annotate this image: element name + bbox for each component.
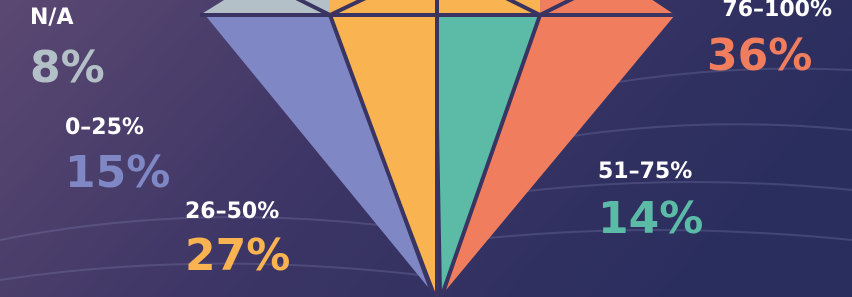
value-label: 27% <box>185 230 290 281</box>
value-label: 36% <box>707 30 812 81</box>
value-label: 15% <box>65 147 170 198</box>
category-label: 0–25% <box>65 115 144 140</box>
diamond-crown-facet <box>540 0 675 15</box>
category-label: N/A <box>30 5 73 30</box>
category-label: 26–50% <box>185 199 279 224</box>
category-label: 76–100% <box>722 0 832 22</box>
value-label: 8% <box>30 42 105 93</box>
category-label: 51–75% <box>598 159 692 184</box>
infographic: N/A 8% 0–25% 15% 26–50% 27% 51–75% 14% 76–100% 36… <box>0 0 852 297</box>
value-label: 14% <box>598 193 703 244</box>
